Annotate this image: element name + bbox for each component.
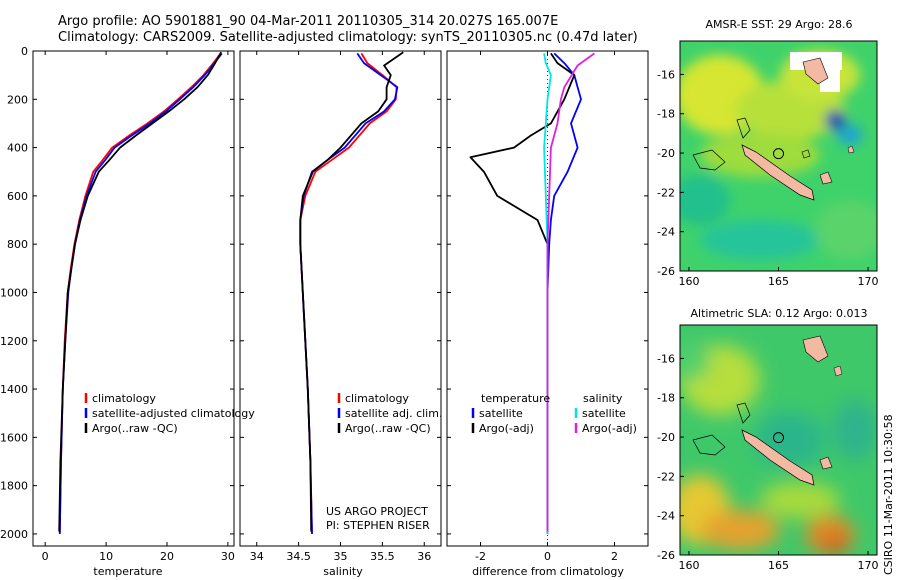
sla-map-ytick-label-4: -24 [657, 510, 675, 523]
sla-float-marker [773, 432, 784, 444]
depth-tick-label-7: 1400 [0, 383, 28, 396]
plot-title-line1: Argo profile: AO 5901881_90 04-Mar-2011 … [58, 14, 559, 29]
sla-map-ticks: 160 165 170 -16 -18 -20 -22 -24 -26 [657, 352, 879, 572]
temperature-profile-series-2 [58, 51, 222, 532]
sst-map-title: AMSR-E SST: 29 Argo: 28.6 [705, 18, 852, 31]
temperature-profile-lines [58, 51, 223, 534]
temperature-profile-xtick-label-3: 30 [221, 550, 235, 563]
sst-float-marker [773, 148, 784, 160]
difference-legend-sal-argo-label: Argo(-adj) [582, 422, 637, 435]
salinity-legend-1-label: satellite adj. clim. [345, 407, 442, 420]
salinity-profile-xtick-label-3: 35.5 [370, 550, 395, 563]
salinity-legend-0-label: climatology [345, 392, 409, 405]
sst-map-ytick-label-3: -22 [657, 186, 675, 199]
difference-legend-temp-sat-label: satellite [479, 407, 523, 420]
salinity-profile-series-2 [299, 51, 404, 532]
salinity-legend: climatology satellite adj. clim. Argo(..ra… [337, 392, 442, 435]
salinity-profile-series-0 [299, 52, 398, 534]
difference-profile-xtick-label-1: 0 [544, 550, 551, 563]
sla-map-ytick-label-0: -16 [657, 352, 675, 365]
pi-credit: PI: STEPHEN RISER [326, 519, 430, 532]
difference-profile-series-1 [469, 52, 576, 532]
sst-map: AMSR-E SST: 29 Argo: 28.6 [657, 18, 879, 288]
project-credit: US ARGO PROJECT [326, 505, 428, 518]
temperature-legend: climatology satellite-adjusted climatolog… [84, 392, 255, 435]
difference-profile-series-3 [546, 52, 595, 532]
sst-map-xtick-label-0: 160 [678, 275, 699, 288]
sst-map-ytick-label-2: -20 [657, 147, 675, 160]
depth-tick-label-5: 1000 [0, 286, 28, 299]
depth-tick-label-4: 800 [7, 238, 28, 251]
temperature-profile-xtick-label-1: 10 [99, 550, 113, 563]
difference-legend: temperature satellite Argo(-adj) salinity sa… [471, 392, 637, 435]
sla-map: Altimetric SLA: 0.12 Argo: 0.013 [657, 307, 879, 572]
sla-map-title: Altimetric SLA: 0.12 Argo: 0.013 [690, 307, 867, 320]
temperature-profile-xtick-label-0: 0 [42, 550, 49, 563]
sla-map-xtick-label-2: 170 [858, 559, 879, 572]
sst-map-ticks: 160 165 170 -16 -18 -20 -22 -24 -26 [657, 68, 879, 288]
difference-legend-salinity-heading: salinity [583, 392, 623, 405]
depth-tick-label-10: 2000 [0, 528, 28, 541]
sst-map-ytick-label-0: -16 [657, 68, 675, 81]
sst-map-ytick-label-4: -24 [657, 226, 675, 239]
temperature-legend-0-label: climatology [92, 392, 156, 405]
depth-tick-label-6: 1200 [0, 335, 28, 348]
salinity-profile: 34 34.5 35 35.5 36 salinity [239, 50, 442, 578]
difference-profile-lines [469, 52, 595, 534]
temperature-profile: 0 10 20 30 0 200 400 600 800 1000 1200 1400 1600 1800… [0, 45, 235, 578]
difference-legend-temp-argo-label: Argo(-adj) [479, 422, 534, 435]
timestamp-label: CSIRO 11-Mar-2011 10:30:58 [882, 414, 895, 575]
salinity-profile-xtick-label-2: 35 [334, 550, 348, 563]
depth-tick-label-8: 1600 [0, 431, 28, 444]
difference-profile-series-0 [546, 52, 582, 534]
sla-map-ytick-label-1: -18 [657, 392, 675, 405]
sla-map-xtick-label-1: 165 [768, 559, 789, 572]
difference-profile: -2 0 2 difference from climatology [446, 50, 649, 578]
temperature-profile-series-0 [58, 52, 222, 534]
sla-map-xtick-label-0: 160 [678, 559, 699, 572]
salinity-profile-xtick-label-1: 34.5 [286, 550, 311, 563]
salinity-profile-lines [299, 51, 404, 534]
difference-profile-xtick-label-0: -2 [475, 550, 486, 563]
salinity-profile-xtick-label-0: 34 [250, 550, 264, 563]
sst-map-xtick-label-2: 170 [858, 275, 879, 288]
temperature-profile-frame [32, 50, 235, 547]
depth-tick-label-0: 0 [21, 45, 28, 58]
sst-map-xtick-label-1: 165 [768, 275, 789, 288]
plot-title-line2: Climatology: CARS2009. Satellite-adjuste… [58, 30, 638, 45]
temperature-legend-2-label: Argo(..raw -QC) [92, 422, 178, 435]
depth-tick-label-1: 200 [7, 93, 28, 106]
depth-tick-label-2: 400 [7, 142, 28, 155]
sla-map-ytick-label-2: -20 [657, 431, 675, 444]
difference-profile-xlabel: difference from climatology [472, 565, 624, 578]
salinity-legend-2-label: Argo(..raw -QC) [345, 422, 431, 435]
sst-map-ytick-label-1: -18 [657, 108, 675, 121]
temperature-legend-1-label: satellite-adjusted climatology [92, 407, 255, 420]
temperature-profile-xtick-label-2: 20 [160, 550, 174, 563]
difference-legend-sal-sat-label: satellite [582, 407, 626, 420]
salinity-profile-series-1 [299, 52, 399, 534]
temperature-profile-xlabel: temperature [93, 565, 162, 578]
sst-map-ytick-label-5: -26 [657, 265, 675, 278]
temperature-profile-series-1 [58, 52, 223, 534]
salinity-profile-xtick-label-4: 36 [417, 550, 431, 563]
depth-tick-label-3: 600 [7, 190, 28, 203]
salinity-profile-xlabel: salinity [323, 565, 363, 578]
difference-profile-xtick-label-2: 2 [611, 550, 618, 563]
depth-tick-label-9: 1800 [0, 480, 28, 493]
sla-map-ytick-label-5: -26 [657, 549, 675, 562]
sla-map-ytick-label-3: -22 [657, 470, 675, 483]
salinity-profile-frame [239, 50, 442, 547]
difference-legend-temperature-heading: temperature [481, 392, 550, 405]
